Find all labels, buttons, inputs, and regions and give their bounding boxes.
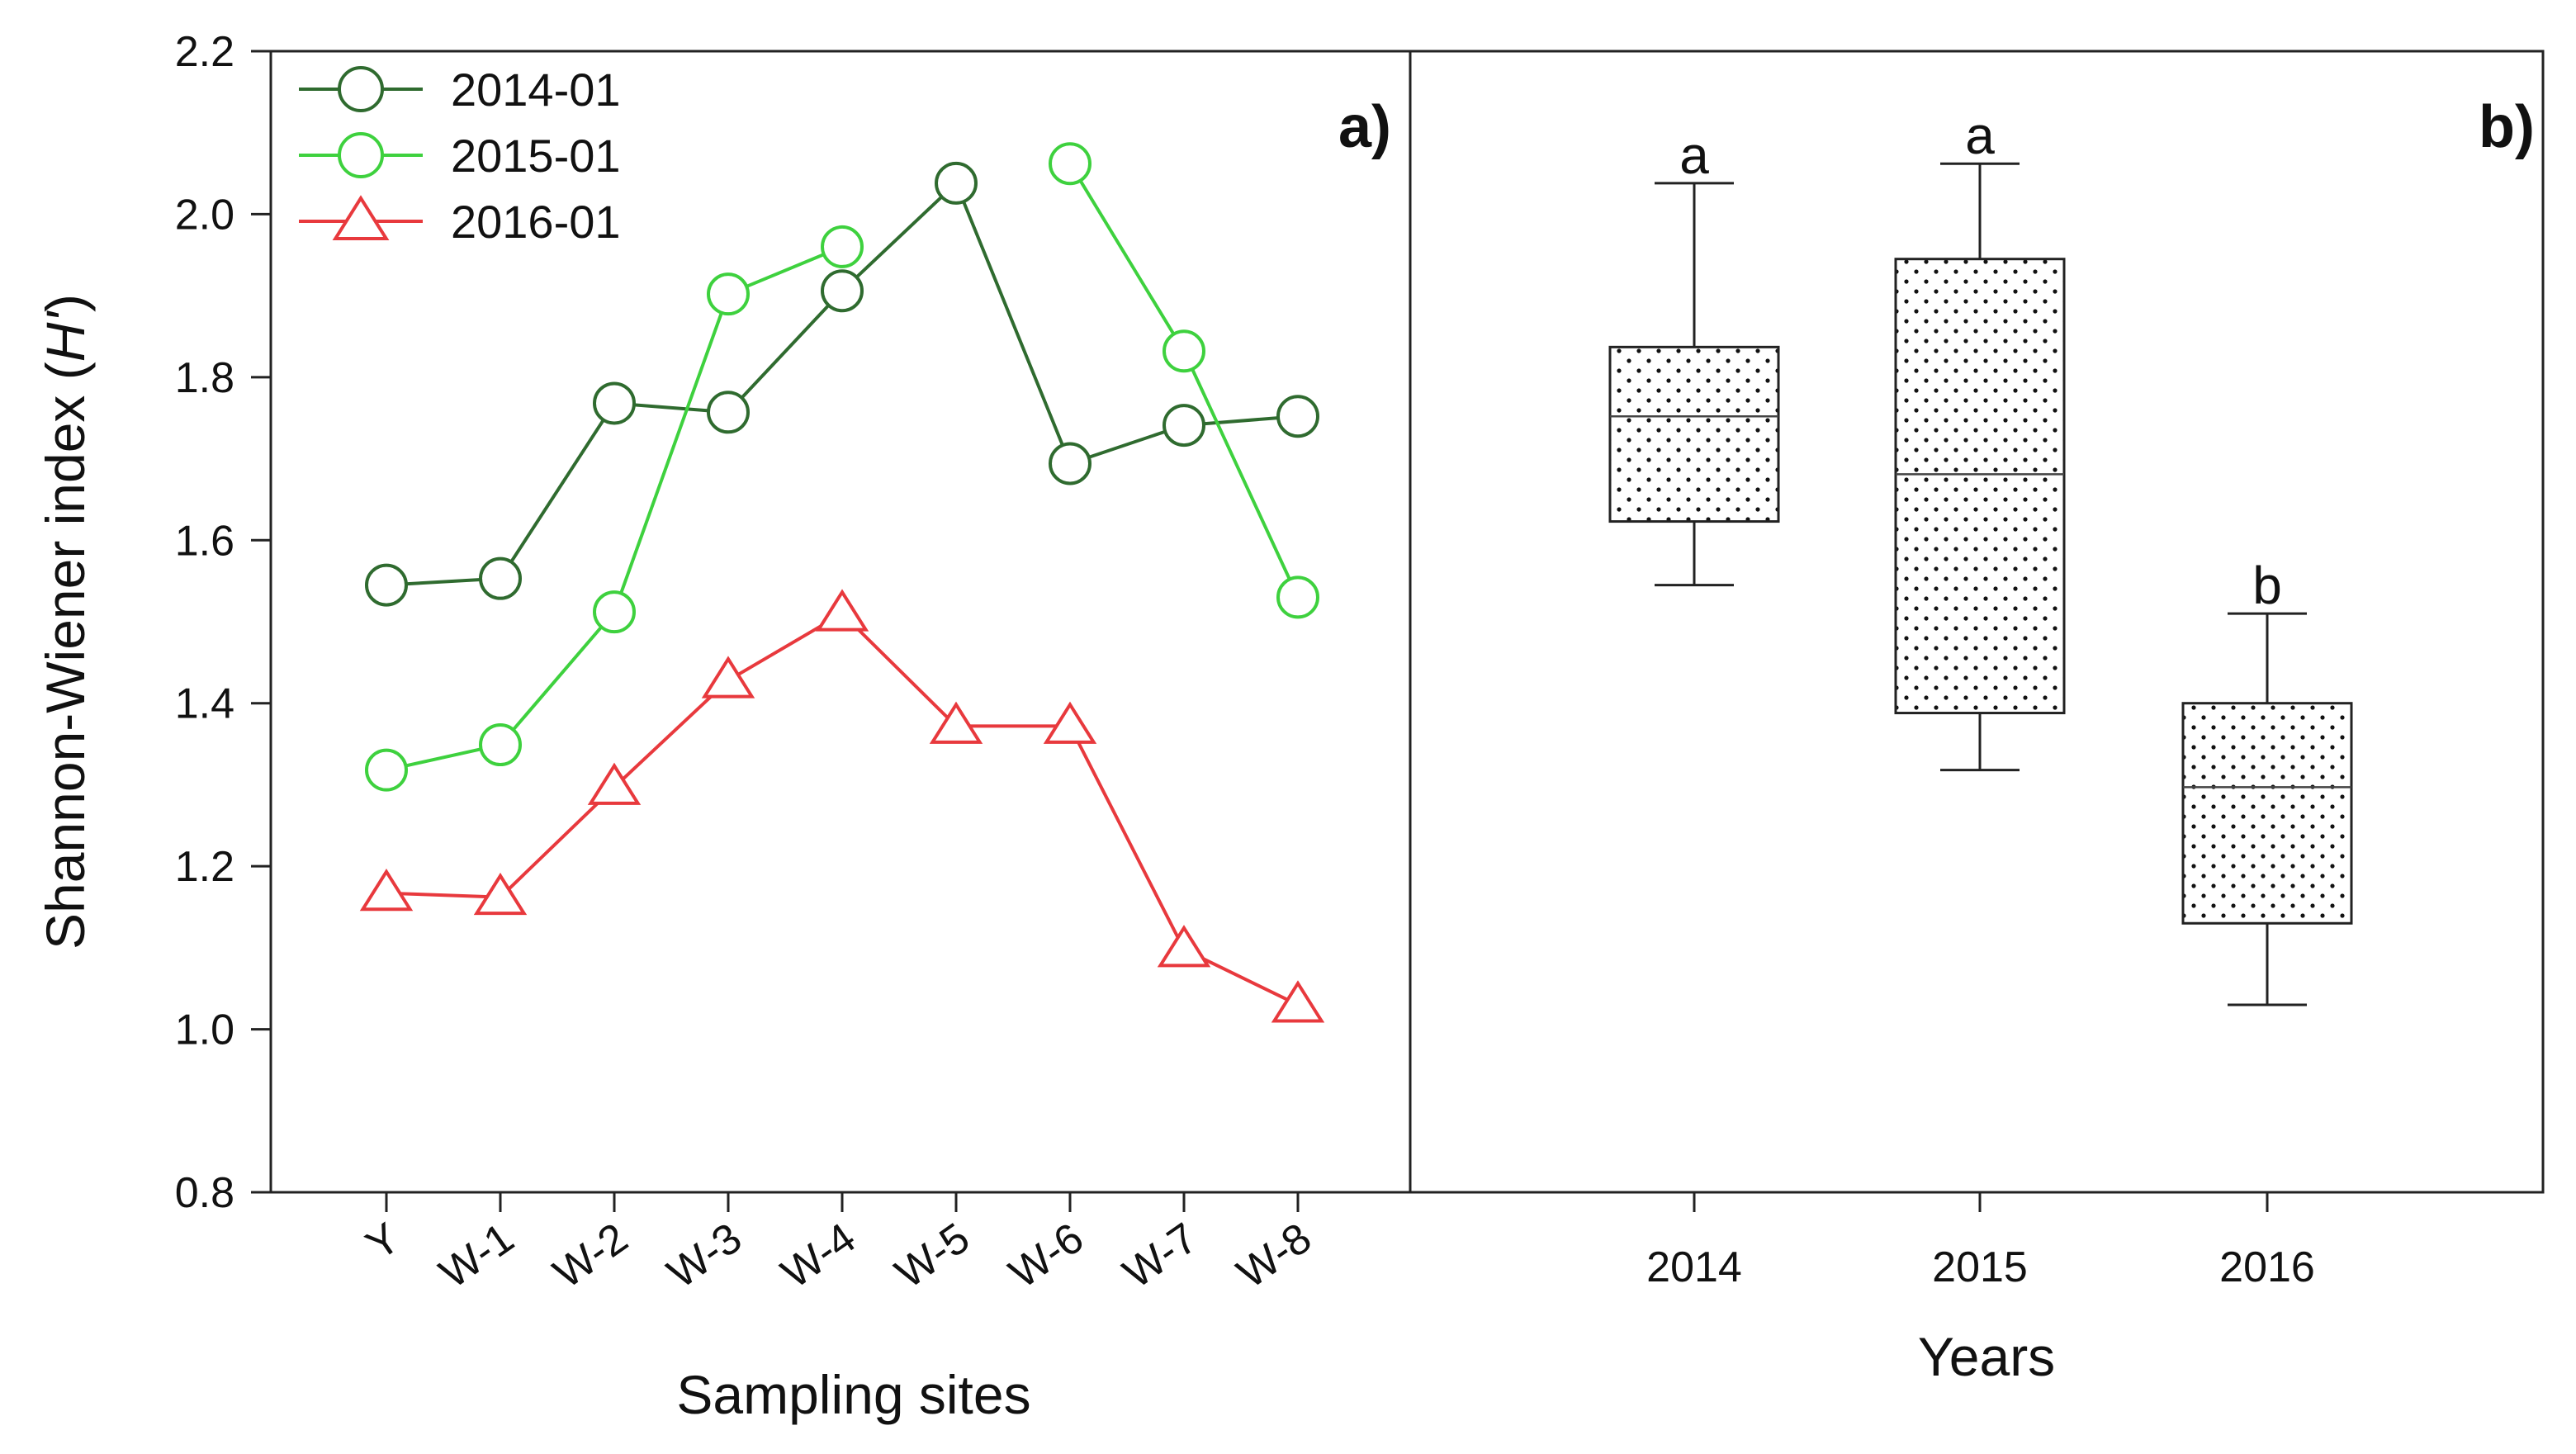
box-2014: a xyxy=(1608,126,1780,587)
series-line-segment xyxy=(386,891,501,899)
x-tick-label-site: W-6 xyxy=(1001,1214,1092,1298)
data-point-triangle xyxy=(473,872,528,916)
panel-a-label: a) xyxy=(1338,94,1391,160)
data-point-circle xyxy=(707,391,750,434)
x-tick-label-site: W-2 xyxy=(545,1214,637,1298)
series-line-segment xyxy=(841,612,958,727)
data-point-circle xyxy=(593,381,636,425)
x-tick-label-site: W-7 xyxy=(1115,1214,1206,1298)
series-line-segment xyxy=(841,182,958,292)
y-tick-label: 2.2 xyxy=(175,28,234,76)
series-line-segment xyxy=(613,293,730,613)
series-line-segment xyxy=(499,610,616,746)
box-2016: b xyxy=(2181,556,2353,1006)
data-point-circle xyxy=(479,556,522,600)
legend-label: 2015-01 xyxy=(451,130,621,182)
series-line-segment xyxy=(613,679,730,789)
data-point-circle xyxy=(479,723,522,767)
data-point-circle xyxy=(365,563,408,607)
legend-marker-circle xyxy=(338,66,384,112)
data-point-circle xyxy=(821,269,864,313)
data-point-triangle xyxy=(701,656,755,699)
x-axis-sites: Y W-1 W-2 W-3 W-4 W-5 W-6 W-7 W-8 xyxy=(358,1192,1320,1298)
data-point-triangle xyxy=(359,868,414,912)
box-iqr xyxy=(1608,345,1780,523)
box-2015: a xyxy=(1894,106,2066,772)
x-axis-title-years: Years xyxy=(1918,1326,2055,1387)
data-point-triangle xyxy=(929,701,983,744)
data-point-circle xyxy=(707,272,750,316)
x-tick-label-site: W-1 xyxy=(431,1214,523,1298)
x-tick-label-site: W-3 xyxy=(659,1214,751,1298)
data-point-triangle xyxy=(1043,701,1097,744)
legend-label: 2016-01 xyxy=(451,196,621,248)
box-iqr xyxy=(2181,702,2353,925)
y-tick-label: 1.8 xyxy=(175,354,234,402)
data-point-circle xyxy=(935,161,978,205)
data-point-circle xyxy=(1276,575,1319,619)
y-tick-label: 1.2 xyxy=(175,843,234,891)
series-line-segment xyxy=(1068,163,1186,353)
x-axis-title-sites: Sampling sites xyxy=(676,1364,1030,1425)
y-tick-label: 1.6 xyxy=(175,517,234,565)
data-point-circle xyxy=(1163,329,1205,373)
series-line-segment xyxy=(499,785,616,899)
y-tick-label: 2.0 xyxy=(175,191,234,239)
series-2015-01 xyxy=(365,142,1319,792)
significance-letter: a xyxy=(1965,106,1995,165)
data-point-triangle xyxy=(815,589,869,632)
panel-b-label: b) xyxy=(2479,94,2535,160)
panel-b-boxes: a a b xyxy=(1608,106,2353,1006)
y-tick-label: 0.8 xyxy=(175,1169,234,1217)
legend-label: 2014-01 xyxy=(451,64,621,116)
panel-b-frame xyxy=(1409,50,2545,1194)
x-tick-label-year: 2015 xyxy=(1932,1243,2028,1291)
series-2014-01 xyxy=(365,161,1319,607)
panel-a-lines xyxy=(359,142,1325,1023)
x-tick-label-year: 2014 xyxy=(1646,1243,1742,1291)
box-iqr xyxy=(1894,258,2066,715)
x-tick-label-site: W-4 xyxy=(773,1214,864,1298)
x-axis-years: 2014 2015 2016 xyxy=(1646,1192,2315,1291)
y-axis-title: Shannon-Wiener index (H') xyxy=(35,294,96,950)
data-point-circle xyxy=(1163,404,1205,448)
significance-letter: a xyxy=(1679,126,1709,185)
data-point-triangle xyxy=(1157,925,1211,968)
data-point-circle xyxy=(1049,442,1091,485)
y-tick-label: 1.4 xyxy=(175,680,234,728)
x-tick-label-site: W-5 xyxy=(887,1214,978,1298)
series-line-segment xyxy=(727,289,844,414)
series-line-segment xyxy=(1068,725,1186,950)
legend-marker-circle xyxy=(338,132,384,178)
data-point-triangle xyxy=(1271,980,1325,1023)
x-tick-label-year: 2016 xyxy=(2219,1243,2315,1291)
series-2016-01 xyxy=(359,589,1325,1023)
data-point-circle xyxy=(365,748,408,792)
x-tick-label-site: W-8 xyxy=(1229,1214,1320,1298)
data-point-circle xyxy=(821,225,864,268)
legend: 2014-01 2015-01 2016-01 xyxy=(299,64,621,248)
y-axis: 0.8 1.0 1.2 1.4 1.6 1.8 2.0 2.2 xyxy=(175,28,271,1217)
data-point-circle xyxy=(1049,142,1091,186)
series-line-segment xyxy=(954,182,1072,465)
significance-letter: b xyxy=(2252,556,2282,615)
legend-marker-triangle xyxy=(332,195,390,240)
data-point-triangle xyxy=(587,762,642,805)
y-tick-label: 1.0 xyxy=(175,1006,234,1054)
series-line-segment xyxy=(499,402,616,580)
data-point-circle xyxy=(1276,395,1319,438)
series-line-segment xyxy=(1182,350,1300,599)
x-tick-label-site: Y xyxy=(358,1214,409,1269)
data-point-circle xyxy=(593,590,636,634)
